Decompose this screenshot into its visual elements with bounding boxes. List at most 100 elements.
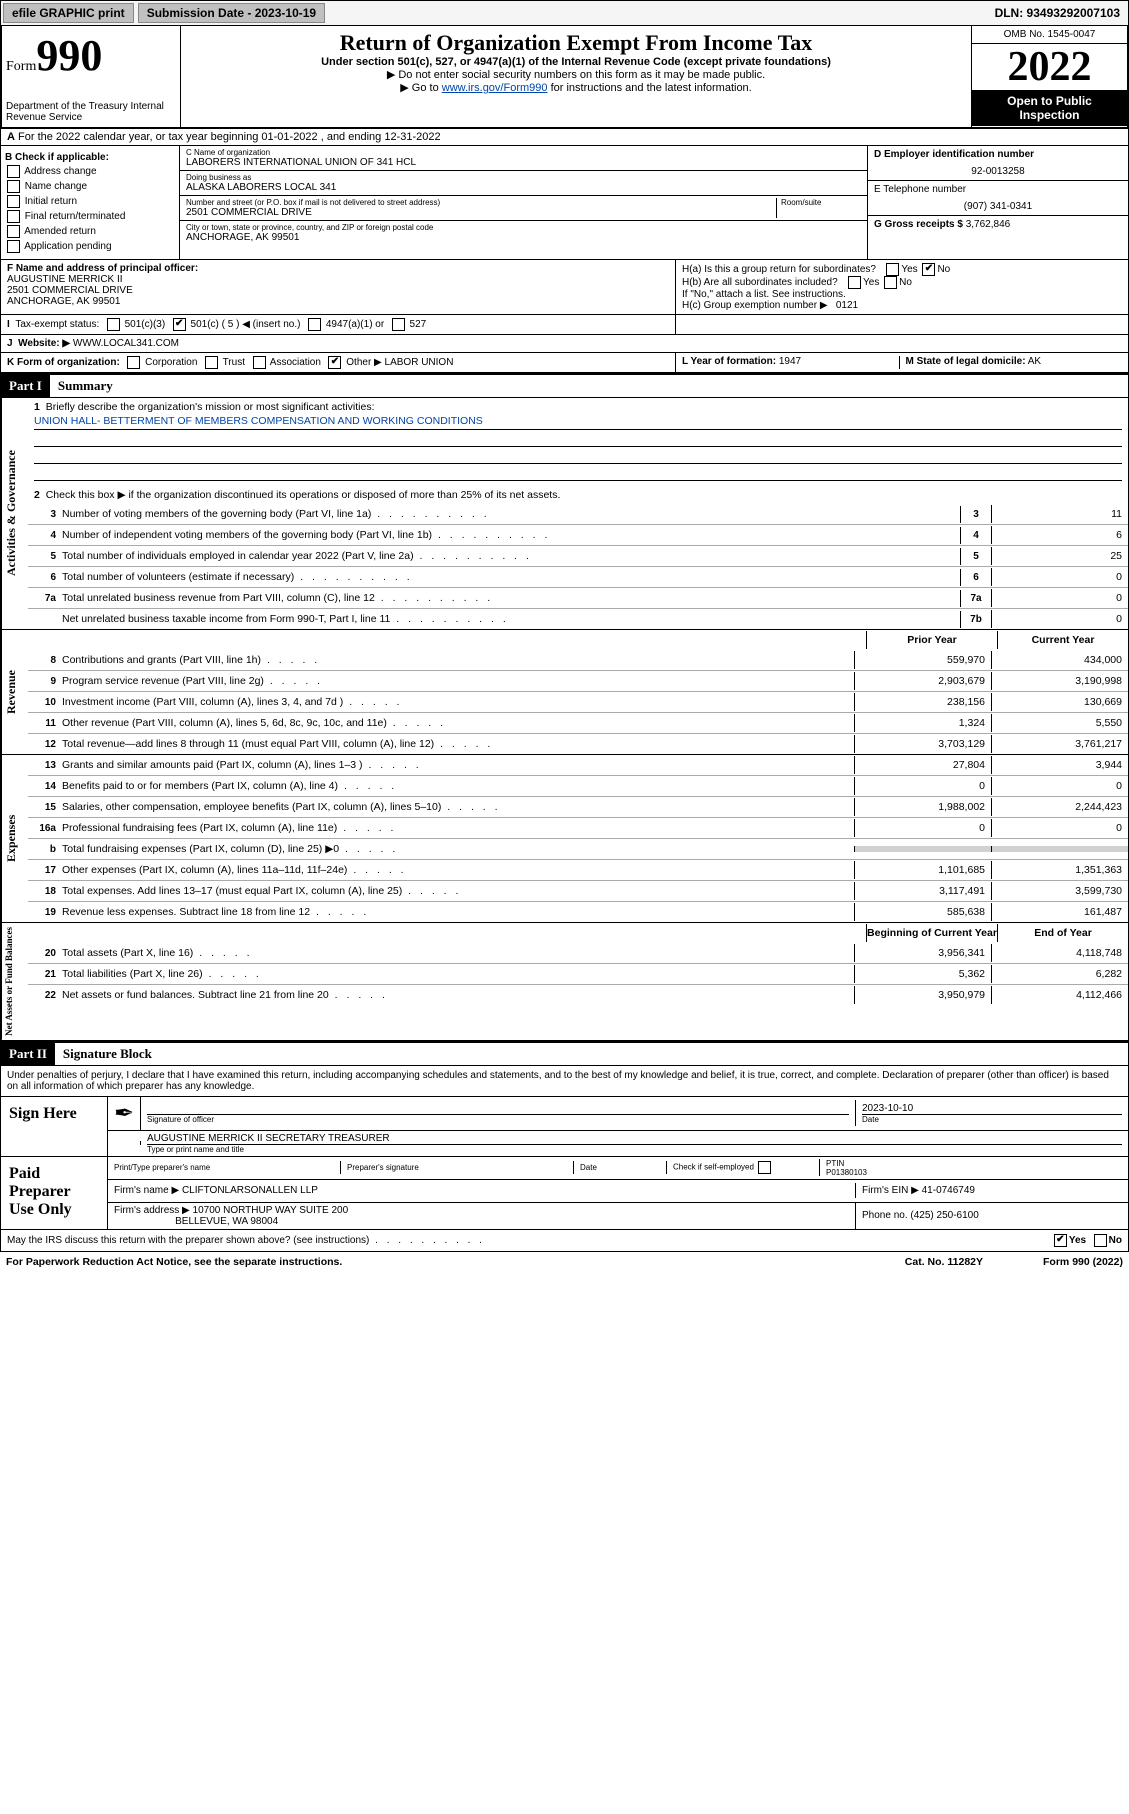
submission-date-button[interactable]: Submission Date - 2023-10-19: [138, 3, 325, 23]
line-num: 19: [28, 907, 62, 918]
line-current: 1,351,363: [991, 861, 1128, 879]
form-subtitle: Under section 501(c), 527, or 4947(a)(1)…: [189, 56, 963, 68]
form-title: Return of Organization Exempt From Incom…: [189, 30, 963, 56]
phone-value: (907) 341-0341: [874, 195, 1122, 212]
officer-name: AUGUSTINE MERRICK II: [7, 274, 123, 285]
street-value: 2501 COMMERCIAL DRIVE: [186, 207, 776, 218]
dba-label: Doing business as: [186, 173, 861, 182]
declaration-text: Under penalties of perjury, I declare th…: [0, 1066, 1129, 1097]
sign-here-right: ✒ Signature of officer 2023-10-10 Date A…: [108, 1097, 1128, 1156]
data-line: 10Investment income (Part VIII, column (…: [28, 691, 1128, 712]
prep-date-label: Date: [574, 1161, 667, 1174]
line-current: 0: [991, 777, 1128, 795]
check-self-employed[interactable]: Check if self-employed: [667, 1159, 820, 1176]
note-1: ▶ Do not enter social security numbers o…: [189, 68, 963, 81]
form-prefix: Form: [6, 59, 36, 74]
irs-link[interactable]: www.irs.gov/Form990: [442, 82, 548, 94]
discuss-text: May the IRS discuss this return with the…: [7, 1235, 485, 1246]
line-current: 3,190,998: [991, 672, 1128, 690]
ag-line: 5Total number of individuals employed in…: [28, 545, 1128, 566]
data-line: 20Total assets (Part X, line 16)3,956,34…: [28, 943, 1128, 963]
line-num: b: [28, 844, 62, 855]
col-beginning: Beginning of Current Year: [866, 924, 997, 942]
vlabel-expenses: Expenses: [1, 755, 28, 922]
data-line: 16aProfessional fundraising fees (Part I…: [28, 817, 1128, 838]
line-desc: Net assets or fund balances. Subtract li…: [62, 986, 854, 1004]
dept-label: Department of the Treasury Internal Reve…: [6, 101, 176, 123]
line-box: 7a: [960, 590, 991, 607]
ag-line: 4Number of independent voting members of…: [28, 524, 1128, 545]
data-line: 21Total liabilities (Part X, line 26)5,3…: [28, 963, 1128, 984]
check-initial-return[interactable]: Initial return: [5, 195, 175, 208]
omb-number: OMB No. 1545-0047: [972, 26, 1127, 44]
website-row: J Website: ▶ WWW.LOCAL341.COM: [1, 335, 1128, 352]
firm-ein-cell: Firm's EIN ▶ 41-0746749: [856, 1183, 1128, 1198]
line-num: 20: [28, 948, 62, 959]
data-line: 8Contributions and grants (Part VIII, li…: [28, 650, 1128, 670]
check-final-return[interactable]: Final return/terminated: [5, 210, 175, 223]
ag-body: 1 Briefly describe the organization's mi…: [28, 398, 1128, 629]
firm-addr-row: Firm's address ▶ 10700 NORTHUP WAY SUITE…: [108, 1203, 1128, 1229]
check-address-change[interactable]: Address change: [5, 165, 175, 178]
data-line: 11Other revenue (Part VIII, column (A), …: [28, 712, 1128, 733]
check-name-change[interactable]: Name change: [5, 180, 175, 193]
line-box: 6: [960, 569, 991, 586]
col-d-ids: D Employer identification number 92-0013…: [868, 146, 1128, 259]
line-num: 17: [28, 865, 62, 876]
firm-name-row: Firm's name ▶ CLIFTONLARSONALLEN LLP Fir…: [108, 1180, 1128, 1203]
efile-print-button[interactable]: efile GRAPHIC print: [3, 3, 134, 23]
line-desc: Total revenue—add lines 8 through 11 (mu…: [62, 735, 854, 753]
tax-year: 2022: [972, 44, 1127, 90]
line-desc: Investment income (Part VIII, column (A)…: [62, 693, 854, 711]
line-current: 4,118,748: [991, 944, 1128, 962]
line-prior: 585,638: [854, 903, 991, 921]
check-amended[interactable]: Amended return: [5, 225, 175, 238]
sig-officer-row: ✒ Signature of officer 2023-10-10 Date: [108, 1097, 1128, 1131]
data-line: 22Net assets or fund balances. Subtract …: [28, 984, 1128, 1005]
discuss-no[interactable]: No: [1092, 1234, 1122, 1247]
part2-badge: Part II: [1, 1043, 55, 1065]
line-2: 2 Check this box ▶ if the organization d…: [28, 486, 1128, 504]
line-desc: Salaries, other compensation, employee b…: [62, 798, 854, 816]
sign-here-block: Sign Here ✒ Signature of officer 2023-10…: [0, 1097, 1129, 1157]
mission-text: UNION HALL- BETTERMENT OF MEMBERS COMPEN…: [34, 415, 1122, 430]
discuss-yes[interactable]: ✔Yes: [1052, 1234, 1086, 1247]
line-desc: Total assets (Part X, line 16): [62, 944, 854, 962]
firm-phone-cell: Phone no. (425) 250-6100: [856, 1208, 1128, 1223]
vlabel-ag: Activities & Governance: [1, 398, 28, 629]
line-desc: Benefits paid to or for members (Part IX…: [62, 777, 854, 795]
page-footer: For Paperwork Reduction Act Notice, see …: [0, 1252, 1129, 1272]
data-line: 17Other expenses (Part IX, column (A), l…: [28, 859, 1128, 880]
row-f-h: F Name and address of principal officer:…: [0, 260, 1129, 315]
org-name-label: C Name of organization: [186, 148, 861, 157]
phone-label: E Telephone number: [874, 184, 1122, 195]
line-val: 0: [991, 568, 1128, 586]
section-net-assets: Net Assets or Fund Balances Beginning of…: [0, 923, 1129, 1041]
line-num: 16a: [28, 823, 62, 834]
line-box: 3: [960, 506, 991, 523]
line-prior: 3,703,129: [854, 735, 991, 753]
line-prior: 2,903,679: [854, 672, 991, 690]
line-prior: 559,970: [854, 651, 991, 669]
line-num: 21: [28, 969, 62, 980]
officer-label: F Name and address of principal officer:: [7, 263, 198, 274]
check-application-pending[interactable]: Application pending: [5, 240, 175, 253]
col-b-checkboxes: B Check if applicable: Address change Na…: [1, 146, 180, 259]
line-num: 15: [28, 802, 62, 813]
state-domicile: M State of legal domicile: AK: [900, 356, 1123, 369]
mission-blank3: [34, 466, 1122, 481]
line-prior: [854, 846, 991, 852]
principal-officer: F Name and address of principal officer:…: [1, 260, 676, 314]
data-line: 9Program service revenue (Part VIII, lin…: [28, 670, 1128, 691]
form-header: Form990 Department of the Treasury Inter…: [0, 26, 1129, 129]
line-num: 10: [28, 697, 62, 708]
org-name: LABORERS INTERNATIONAL UNION OF 341 HCL: [186, 157, 861, 168]
col-b-title: B Check if applicable:: [5, 152, 175, 163]
officer-addr1: 2501 COMMERCIAL DRIVE: [7, 285, 133, 296]
gross-label: G Gross receipts $: [874, 219, 963, 230]
line-desc: Grants and similar amounts paid (Part IX…: [62, 756, 854, 774]
cell-gross: G Gross receipts $ 3,762,846: [868, 216, 1128, 233]
line-current: 3,599,730: [991, 882, 1128, 900]
footer-left: For Paperwork Reduction Act Notice, see …: [6, 1256, 342, 1268]
rev-header: Prior Year Current Year: [28, 630, 1128, 650]
